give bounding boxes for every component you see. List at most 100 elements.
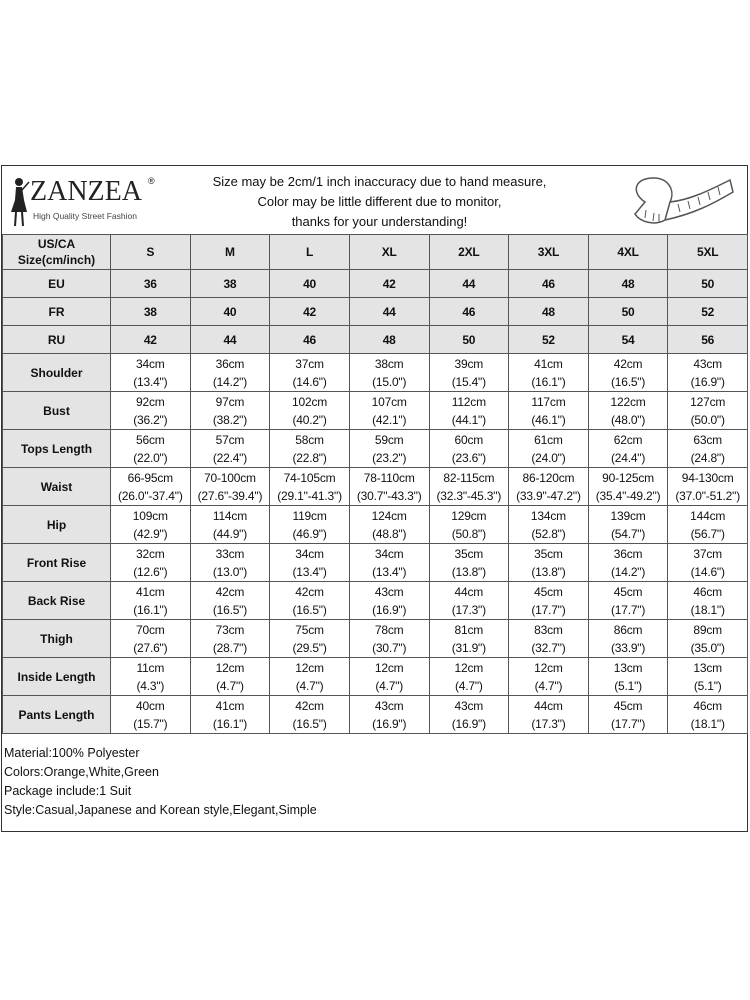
cm-value: 11cm (136, 660, 165, 675)
inch-value: (16.9") (372, 602, 407, 617)
measurement-cell: 38cm (15.0") (348, 353, 430, 392)
size-cell: 50 (587, 297, 669, 326)
measurement-cell: 46cm (18.1") (667, 581, 748, 620)
inch-value: (23.6") (451, 450, 486, 465)
inch-value: (28.7") (212, 640, 248, 655)
cm-value: 81cm (454, 622, 484, 637)
row-label: Thigh (2, 619, 111, 658)
inch-value: (14.2") (212, 374, 248, 389)
size-cell: 40 (189, 297, 271, 326)
cm-value: 127cm (690, 394, 726, 409)
measurement-cell: 109cm (42.9") (110, 505, 191, 544)
cm-value: 73cm (215, 622, 245, 637)
inch-value: (24.4") (610, 450, 646, 465)
cm-value: 57cm (215, 432, 245, 447)
size-cell: 46 (428, 297, 510, 326)
inch-value: (30.7") (372, 640, 407, 655)
inch-value: (17.3") (531, 716, 566, 731)
measurement-row: Waist 66-95cm (26.0"-37.4") 70-100cm (27.6"-… (2, 467, 748, 506)
measurement-cell: 86cm (33.9") (587, 619, 669, 658)
cm-value: 46cm (693, 698, 722, 713)
cm-value: 36cm (613, 546, 643, 561)
measurement-cell: 114cm (44.9") (189, 505, 271, 544)
size-cell: 46 (508, 269, 589, 298)
size-cell: 42 (348, 269, 430, 298)
inch-value: (16.5") (610, 374, 646, 389)
inch-value: (44.1") (451, 412, 486, 427)
cm-value: 70-100cm (204, 470, 256, 485)
measurement-cell: 56cm (22.0") (110, 429, 191, 468)
size-cell: 44 (428, 269, 510, 298)
cm-value: 97cm (215, 394, 245, 409)
cm-value: 32cm (136, 546, 165, 561)
inch-value: (27.6") (133, 640, 168, 655)
measurement-cell: 90-125cm (35.4"-49.2") (587, 467, 669, 506)
cm-value: 12cm (534, 660, 563, 675)
inch-value: (24.0") (531, 450, 566, 465)
measurement-cell: 12cm (4.7") (348, 657, 430, 696)
cm-value: 94-130cm (681, 470, 734, 485)
inch-value: (22.0") (133, 450, 168, 465)
measuring-tape-icon (634, 177, 734, 224)
cm-value: 89cm (693, 622, 722, 637)
size-row: RU 42 44 46 48 50 52 54 56 (2, 325, 748, 354)
inch-value: (18.1") (690, 602, 725, 617)
measurement-cell: 45cm (17.7") (508, 581, 589, 620)
cm-value: 83cm (534, 622, 563, 637)
measurement-row: Pants Length 40cm (15.7") 41cm (16.1") 42cm (1… (2, 695, 748, 734)
cm-value: 107cm (371, 394, 407, 409)
measurement-cell: 119cm (46.9") (269, 505, 350, 544)
measurement-cell: 42cm (16.5") (269, 695, 350, 734)
inch-value: (17.7") (610, 716, 646, 731)
inch-value: (13.8") (451, 564, 486, 579)
inch-value: (35.0") (690, 640, 725, 655)
cm-value: 42cm (295, 584, 324, 599)
package-note: Package include:1 Suit (4, 784, 132, 798)
measurement-cell: 44cm (17.3") (428, 581, 510, 620)
size-cell: 48 (587, 269, 669, 298)
cm-value: 37cm (295, 356, 324, 371)
cm-value: 13cm (613, 660, 643, 675)
inch-value: (54.7") (610, 526, 646, 541)
measurement-cell: 42cm (16.5") (189, 581, 271, 620)
cm-value: 119cm (292, 508, 327, 523)
inch-value: (16.1") (133, 602, 168, 617)
cm-value: 37cm (693, 546, 722, 561)
cm-value: 56cm (136, 432, 165, 447)
cm-value: 43cm (374, 584, 404, 599)
measurement-cell: 42cm (16.5") (587, 353, 669, 392)
cm-value: 33cm (215, 546, 245, 561)
cm-value: 78-110cm (363, 470, 415, 485)
measurement-cell: 92cm (36.2") (110, 391, 191, 430)
measurement-cell: 34cm (13.4") (269, 543, 350, 582)
measurement-cell: 45cm (17.7") (587, 695, 669, 734)
cm-value: 92cm (136, 394, 165, 409)
inch-value: (35.4"-49.2") (595, 488, 661, 503)
measurement-cell: 12cm (4.7") (428, 657, 510, 696)
measurement-cell: 41cm (16.1") (110, 581, 191, 620)
inch-value: (16.1") (531, 374, 566, 389)
cm-value: 66-95cm (127, 470, 173, 485)
measurement-cell: 42cm (16.5") (269, 581, 350, 620)
measurement-cell: 41cm (16.1") (189, 695, 271, 734)
inch-value: (30.7"-43.3") (356, 488, 422, 503)
inch-value: (16.9") (372, 716, 407, 731)
measurement-cell: 37cm (14.6") (667, 543, 748, 582)
cm-value: 139cm (610, 508, 646, 523)
measurement-row: Inside Length 11cm (4.3") 12cm (4.7") 12cm (4.… (2, 657, 748, 696)
size-chart: ZANZEA ® High Quality Street Fashion Siz… (1, 165, 748, 832)
measurement-cell: 144cm (56.7") (667, 505, 748, 544)
notice-line: Color may be little different due to mon… (257, 194, 502, 209)
inch-value: (4.7") (375, 678, 404, 693)
measurement-cell: 57cm (22.4") (189, 429, 271, 468)
cm-value: 43cm (454, 698, 484, 713)
brand-name: ZANZEA (30, 176, 142, 207)
row-label: Bust (2, 391, 111, 430)
row-label: Inside Length (2, 657, 111, 696)
row-label: Waist (2, 467, 111, 506)
cm-value: 42cm (215, 584, 245, 599)
cm-value: 43cm (693, 356, 722, 371)
row-label: Pants Length (2, 695, 111, 734)
size-cell: XL (348, 234, 430, 270)
product-notes: Material:100% Polyester Colors:Orange,Wh… (2, 734, 747, 828)
